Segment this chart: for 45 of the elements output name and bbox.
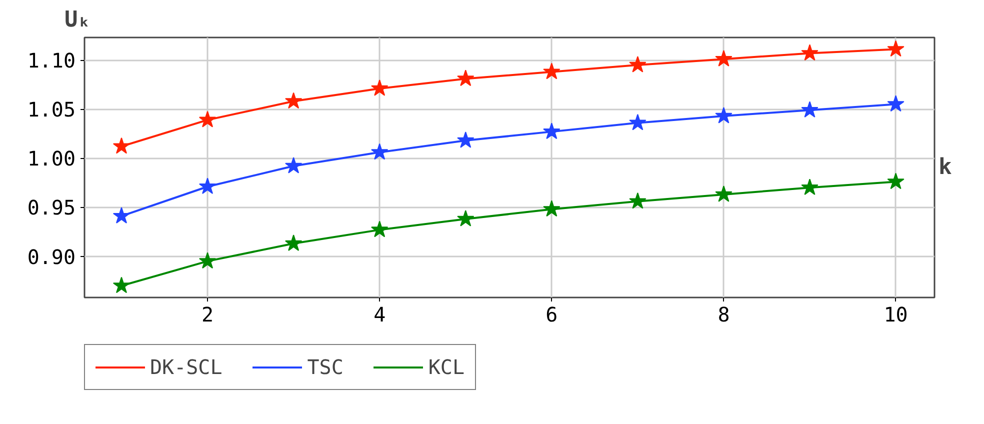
- point: [543, 122, 560, 140]
- point: [543, 62, 560, 80]
- x-tick-label: 2: [202, 302, 214, 326]
- y-tick-label: 1.00: [27, 146, 76, 171]
- point: [887, 95, 904, 112]
- y-tick-label: 0.95: [27, 196, 76, 220]
- point: [629, 192, 646, 209]
- y-tick-label: 1.10: [27, 48, 76, 73]
- point: [198, 110, 216, 128]
- point: [284, 157, 302, 174]
- legend-label: DK-SCL: [150, 355, 222, 379]
- legend-label: TSC: [307, 355, 344, 379]
- point: [112, 137, 130, 154]
- point: [198, 252, 216, 269]
- point: [198, 178, 216, 194]
- point: [543, 200, 560, 217]
- point: [801, 101, 818, 118]
- point: [371, 80, 388, 96]
- point: [629, 114, 646, 130]
- y-tick-label: 0.90: [27, 244, 76, 269]
- y-axis-title: Uₖ: [64, 8, 91, 32]
- point: [629, 56, 646, 72]
- x-tick-label: 10: [884, 302, 908, 326]
- legend-label: KCL: [428, 355, 464, 379]
- x-tick-label: 6: [546, 302, 558, 326]
- point: [457, 70, 474, 86]
- point: [887, 172, 904, 190]
- point: [801, 178, 818, 195]
- point: [457, 132, 474, 148]
- x-axis-title: k: [938, 155, 952, 180]
- point: [887, 40, 904, 57]
- point: [284, 234, 302, 251]
- x-tick-label: 8: [718, 302, 730, 326]
- point: [112, 276, 130, 294]
- point: [715, 50, 732, 66]
- point: [371, 220, 388, 238]
- point: [371, 143, 388, 160]
- point: [457, 210, 474, 226]
- point: [112, 207, 130, 224]
- point: [801, 44, 818, 61]
- x-tick-label: 4: [374, 302, 386, 326]
- point: [284, 92, 302, 109]
- y-tick-label: 1.05: [27, 98, 76, 122]
- point: [715, 106, 732, 124]
- point: [715, 185, 732, 202]
